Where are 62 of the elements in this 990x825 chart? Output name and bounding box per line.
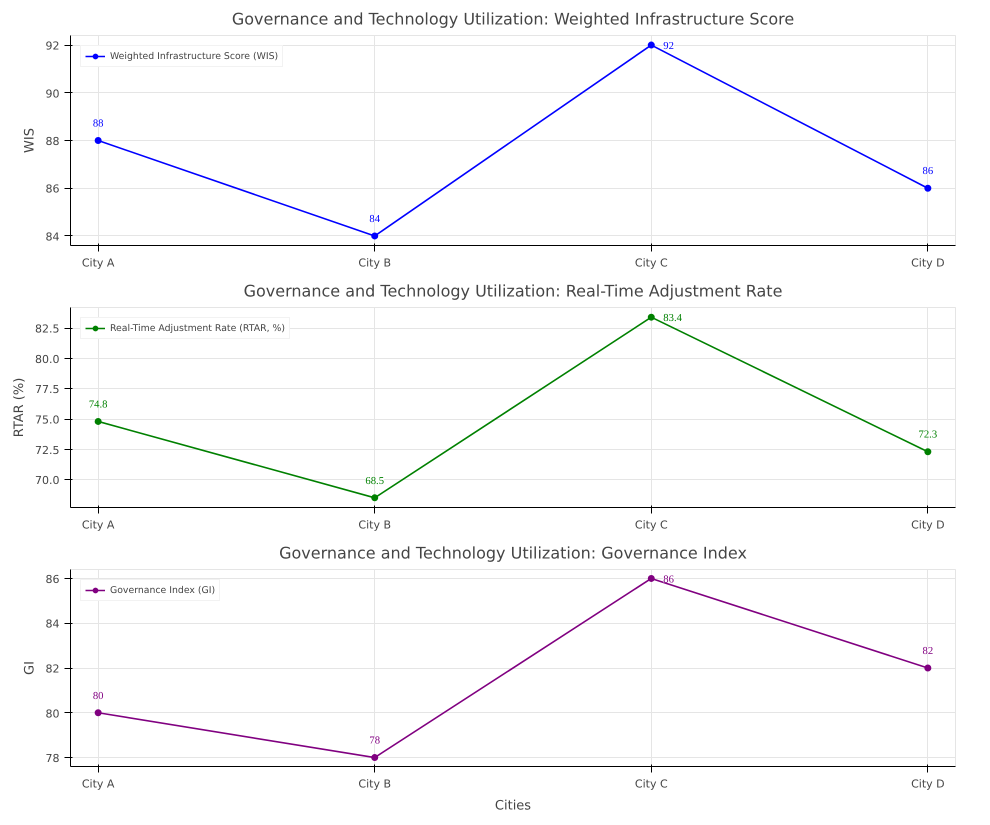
y-tick-label: 80	[46, 707, 60, 720]
chart-title: Governance and Technology Utilization: Governance Index	[279, 544, 747, 562]
point	[371, 754, 378, 762]
y-axis-title: WIS	[22, 128, 38, 153]
chart-title: Governance and Technology Utilization: Real-Time Adjustment Rate	[244, 282, 782, 300]
point	[94, 418, 102, 425]
y-tick-label: 92	[46, 40, 60, 53]
data-label: 82	[922, 646, 934, 657]
y-tick-label: 75.0	[35, 414, 60, 427]
legend-label: Governance Index (GI)	[110, 584, 216, 596]
x-tick-label: City A	[82, 778, 115, 790]
x-tick-label: City B	[358, 778, 392, 790]
x-tick-label: City C	[634, 518, 668, 532]
x-tick-label: City C	[634, 778, 668, 790]
x-tick-label: City A	[82, 518, 115, 532]
x-tick-label: City B	[358, 256, 392, 270]
point	[371, 232, 378, 240]
data-label: 92	[663, 41, 674, 52]
y-tick-label: 77.5	[35, 383, 60, 396]
x-tick-label: City D	[911, 256, 945, 270]
legend-label: Weighted Infrastructure Score (WIS)	[110, 50, 278, 62]
point	[371, 494, 378, 502]
y-axis-title: RTAR (%)	[12, 378, 28, 438]
data-label: 80	[92, 690, 104, 702]
y-tick-label: 86	[46, 182, 60, 196]
data-label: 83.4	[663, 313, 683, 324]
x-tick-label: City C	[634, 256, 668, 270]
x-tick-label: City B	[358, 518, 392, 532]
y-tick-label: 78	[46, 752, 60, 766]
y-tick-label: 82	[46, 662, 60, 676]
y-tick-label: 82.5	[35, 322, 60, 336]
point	[648, 314, 655, 321]
x-tick-label: City A	[82, 256, 115, 270]
data-label: 74.8	[88, 399, 108, 410]
y-axis-title: GI	[22, 661, 38, 675]
chart-title: Governance and Technology Utilization: Weighted Infrastructure Score	[232, 10, 794, 28]
point	[924, 448, 932, 456]
y-tick-label: 72.5	[35, 444, 60, 457]
x-tick-label: City D	[911, 518, 945, 532]
data-label: 84	[369, 214, 381, 225]
y-tick-label: 88	[46, 135, 60, 148]
y-tick-label: 90	[46, 87, 60, 100]
y-tick-label: 70.0	[35, 474, 60, 488]
data-label: 78	[369, 736, 380, 747]
point	[94, 709, 102, 716]
y-tick-label: 86	[46, 572, 60, 586]
data-label: 88	[92, 118, 104, 130]
data-label: 72.3	[918, 430, 938, 441]
x-axis-title: Cities	[494, 798, 532, 814]
legend-label: Real-Time Adjustment Rate (RTAR, %)	[110, 322, 285, 334]
point	[648, 574, 655, 582]
data-label: 86	[922, 166, 934, 178]
x-tick-label: City D	[911, 778, 945, 790]
y-tick-label: 84	[46, 618, 60, 631]
point	[648, 42, 655, 49]
point	[94, 137, 102, 144]
y-tick-label: 80.0	[35, 352, 60, 366]
data-label: 68.5	[365, 476, 384, 487]
data-label: 86	[663, 574, 675, 586]
y-tick-label: 84	[46, 230, 60, 244]
point	[924, 184, 932, 192]
point	[924, 664, 932, 672]
